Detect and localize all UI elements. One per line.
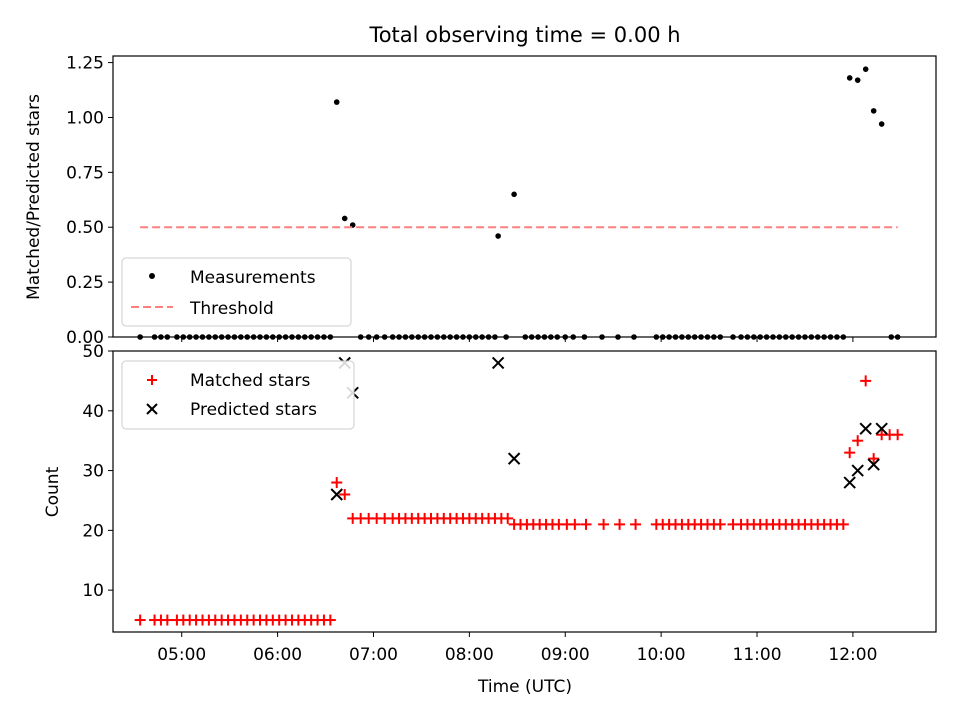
point-measurements [511, 191, 517, 198]
y-tick-label: 10 [82, 581, 104, 601]
legend-label-matched: Matched stars [190, 371, 310, 391]
point-measurements [854, 77, 861, 83]
point-predicted-stars [491, 356, 505, 370]
x-tick-label: 12:00 [828, 645, 877, 665]
point-measurements [870, 108, 877, 114]
point-measurements [341, 215, 348, 222]
point-matched-stars [892, 429, 904, 441]
legend: Measurements Threshold [121, 257, 352, 327]
point-predicted-stars [859, 422, 872, 435]
bottom-panel: Count Time (UTC) 10 20 30 40 50 05:00 06:00 07… [43, 337, 937, 697]
y-tick-label: 0.75 [66, 163, 104, 183]
point-matched-stars [502, 512, 514, 524]
y-tick-label: 0.25 [66, 273, 104, 293]
point-matched-stars [837, 518, 849, 530]
y-tick-label: 30 [82, 462, 104, 482]
point-measurements [495, 233, 501, 239]
x-tick-label: 10:00 [637, 645, 686, 665]
point-matched-stars [580, 518, 592, 530]
point-measurements [862, 66, 869, 72]
point-matched-stars [324, 614, 336, 626]
point-matched-stars [161, 614, 173, 626]
point-matched-stars [630, 518, 642, 530]
point-matched-stars [339, 488, 351, 500]
point-matched-stars [569, 518, 581, 530]
point-predicted-stars [867, 458, 880, 471]
y-axis-label: Matched/Predicted stars [24, 94, 44, 300]
point-matched-stars [868, 453, 880, 465]
x-tick-label: 07:00 [349, 645, 398, 665]
x-tick-label: 08:00 [445, 645, 494, 665]
plot-area [134, 356, 904, 626]
legend-marker-predicted [146, 403, 158, 415]
point-predicted-stars [851, 464, 864, 477]
point-matched-stars [860, 375, 872, 387]
y-tick-label: 0.50 [66, 218, 104, 238]
point-matched-stars [134, 614, 146, 626]
point-measurements [846, 75, 853, 81]
point-matched-stars [331, 477, 343, 489]
chart-title: Total observing time = 0.00 h [368, 23, 680, 47]
legend-marker-matched [147, 375, 157, 385]
legend-label-predicted: Predicted stars [190, 400, 317, 420]
x-tick-label: 09:00 [541, 645, 590, 665]
y-tick-label: 0.00 [66, 328, 104, 348]
point-predicted-stars [507, 452, 521, 465]
point-predicted-stars [330, 488, 343, 501]
point-matched-stars [852, 435, 864, 447]
y-ticks: 10 20 30 40 50 [82, 342, 113, 601]
legend-label-measurements: Measurements [190, 268, 316, 288]
point-predicted-stars [843, 476, 856, 489]
y-tick-label: 40 [82, 402, 104, 422]
point-matched-stars [614, 518, 626, 530]
plot-frame [112, 55, 937, 338]
point-measurements [333, 99, 340, 105]
x-tick-label: 11:00 [733, 645, 782, 665]
y-tick-label: 1.00 [66, 108, 104, 128]
x-axis-label: Time (UTC) [477, 677, 572, 697]
legend-marker-measurements [149, 273, 155, 279]
x-tick-label: 06:00 [253, 645, 302, 665]
top-panel: Total observing time = 0.00 h Matched/Pr… [24, 23, 937, 348]
y-tick-label: 20 [82, 521, 104, 541]
y-tick-label: 1.25 [66, 54, 104, 74]
y-axis-label: Count [43, 466, 63, 517]
point-matched-stars [598, 518, 610, 530]
y-ticks: 0.00 0.25 0.50 0.75 1.00 1.25 [66, 54, 113, 348]
point-matched-stars [844, 447, 856, 459]
x-ticks: 05:00 06:00 07:00 08:00 09:00 10:00 11:00 12:00 [157, 337, 877, 665]
plot-frame [112, 350, 937, 633]
point-predicted-stars [875, 422, 888, 435]
x-tick-label: 05:00 [157, 645, 206, 665]
point-measurements [878, 121, 885, 127]
legend-label-threshold: Threshold [189, 299, 274, 319]
y-tick-label: 50 [82, 342, 104, 362]
legend: Matched stars Predicted stars [121, 360, 355, 430]
point-matched-stars [714, 518, 726, 530]
